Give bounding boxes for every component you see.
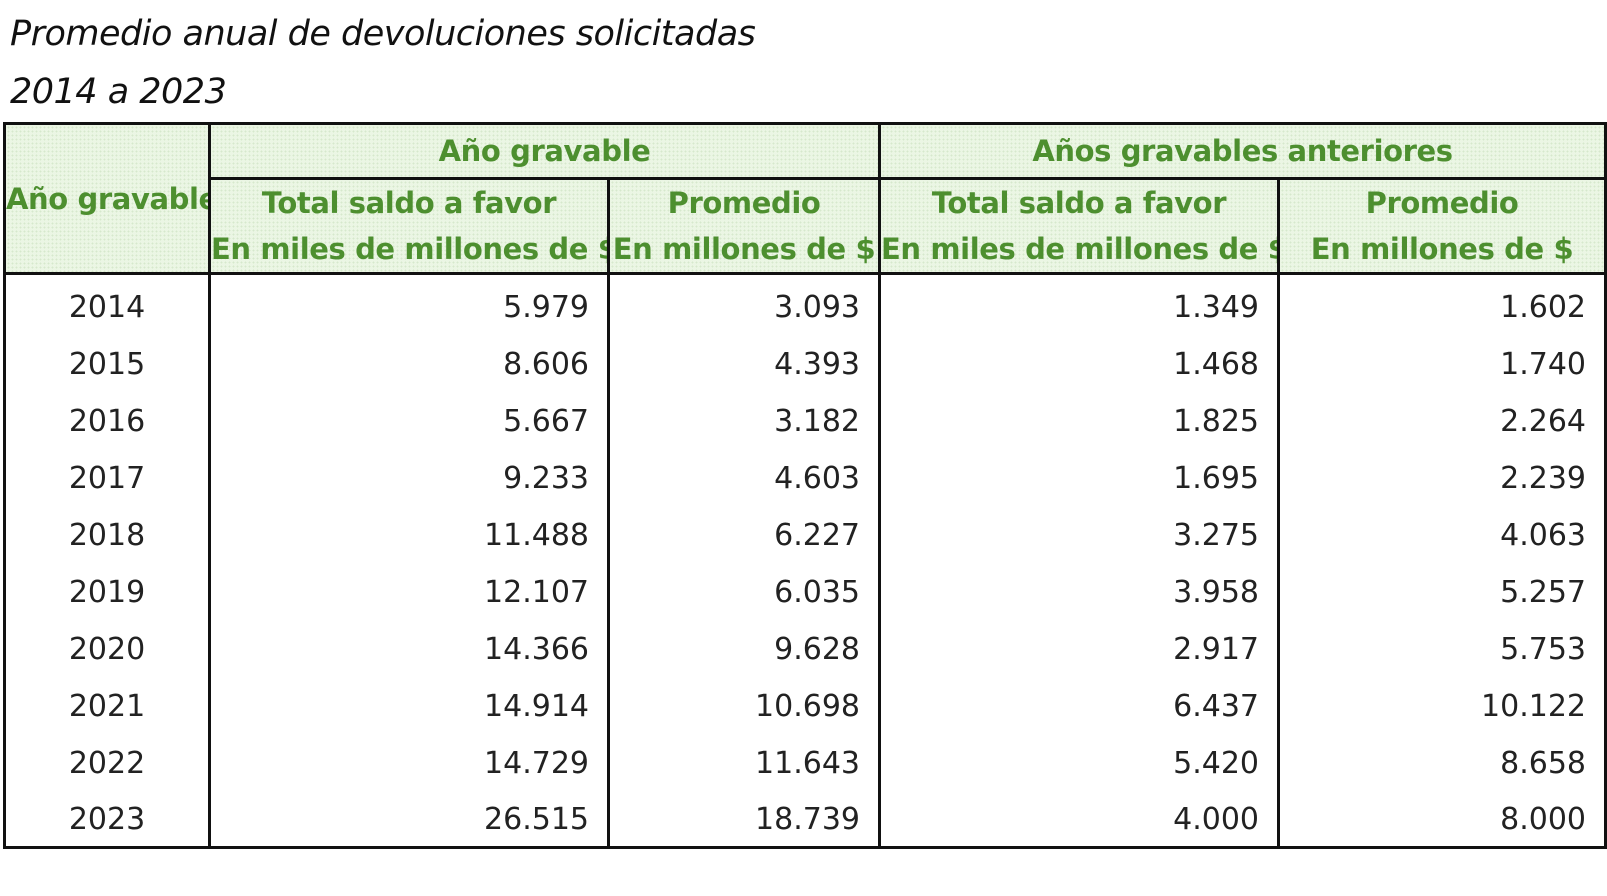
header-average-previous: Promedio En millones de $	[1277, 177, 1607, 275]
table-row: 2016 5.667 3.182 1.825 2.264	[3, 393, 1607, 450]
cell-total-previous: 2.917	[878, 621, 1280, 678]
header-total-previous-label: Total saldo a favor	[931, 186, 1227, 220]
table-row: 2018 11.488 6.227 3.275 4.063	[3, 507, 1607, 564]
table-row: 2014 5.979 3.093 1.349 1.602	[3, 273, 1607, 336]
table-row: 2021 14.914 10.698 6.437 10.122	[3, 678, 1607, 735]
cell-total-current: 5.667	[208, 393, 610, 450]
cell-year: 2016	[3, 393, 211, 450]
cell-average-current: 18.739	[607, 792, 881, 849]
header-group-previous-years: Años gravables anteriores	[878, 122, 1607, 180]
cell-average-current: 9.628	[607, 621, 881, 678]
cell-year: 2014	[3, 273, 211, 336]
table-row: 2019 12.107 6.035 3.958 5.257	[3, 564, 1607, 621]
header-average-current-label: Promedio	[667, 186, 821, 220]
header-group-current-year: Año gravable	[208, 122, 881, 180]
cell-average-previous: 1.740	[1277, 336, 1607, 393]
cell-average-previous: 8.658	[1277, 735, 1607, 792]
cell-average-previous: 2.239	[1277, 450, 1607, 507]
cell-average-previous: 10.122	[1277, 678, 1607, 735]
cell-total-current: 5.979	[208, 273, 610, 336]
table-title: Promedio anual de devoluciones solicitad…	[10, 14, 756, 54]
table-row: 2020 14.366 9.628 2.917 5.753	[3, 621, 1607, 678]
header-average-previous-unit: En millones de $	[1310, 232, 1574, 266]
cell-average-current: 10.698	[607, 678, 881, 735]
cell-average-previous: 4.063	[1277, 507, 1607, 564]
cell-total-previous: 1.825	[878, 393, 1280, 450]
cell-year: 2018	[3, 507, 211, 564]
cell-total-previous: 1.695	[878, 450, 1280, 507]
cell-total-previous: 3.275	[878, 507, 1280, 564]
cell-total-previous: 1.349	[878, 273, 1280, 336]
cell-average-current: 4.603	[607, 450, 881, 507]
cell-total-previous: 5.420	[878, 735, 1280, 792]
cell-year: 2022	[3, 735, 211, 792]
cell-average-previous: 8.000	[1277, 792, 1607, 849]
returns-table: Año gravable Año gravable Años gravables…	[3, 122, 1607, 849]
cell-total-previous: 4.000	[878, 792, 1280, 849]
table-row: 2017 9.233 4.603 1.695 2.239	[3, 450, 1607, 507]
table-subtitle: 2014 a 2023	[10, 72, 227, 112]
cell-average-previous: 5.257	[1277, 564, 1607, 621]
cell-year: 2020	[3, 621, 211, 678]
table-row: 2022 14.729 11.643 5.420 8.658	[3, 735, 1607, 792]
table-row: 2023 26.515 18.739 4.000 8.000	[3, 792, 1607, 849]
header-total-current-label: Total saldo a favor	[261, 186, 557, 220]
header-average-current-unit: En millones de $	[612, 232, 876, 266]
cell-total-current: 8.606	[208, 336, 610, 393]
header-year: Año gravable	[3, 122, 211, 275]
header-total-previous: Total saldo a favor En miles de millones…	[878, 177, 1280, 275]
header-average-current: Promedio En millones de $	[607, 177, 881, 275]
cell-average-current: 3.182	[607, 393, 881, 450]
cell-year: 2017	[3, 450, 211, 507]
cell-total-current: 14.914	[208, 678, 610, 735]
cell-average-previous: 5.753	[1277, 621, 1607, 678]
header-total-current: Total saldo a favor En miles de millones…	[208, 177, 610, 275]
cell-total-current: 9.233	[208, 450, 610, 507]
cell-total-current: 12.107	[208, 564, 610, 621]
cell-total-previous: 3.958	[878, 564, 1280, 621]
cell-average-previous: 1.602	[1277, 273, 1607, 336]
cell-total-current: 14.366	[208, 621, 610, 678]
cell-total-current: 14.729	[208, 735, 610, 792]
cell-year: 2019	[3, 564, 211, 621]
table-row: 2015 8.606 4.393 1.468 1.740	[3, 336, 1607, 393]
cell-average-current: 11.643	[607, 735, 881, 792]
header-total-previous-unit: En miles de millones de $	[881, 232, 1279, 266]
header-total-current-unit: En miles de millones de $	[211, 232, 609, 266]
cell-average-current: 6.035	[607, 564, 881, 621]
cell-year: 2021	[3, 678, 211, 735]
cell-average-previous: 2.264	[1277, 393, 1607, 450]
cell-total-previous: 1.468	[878, 336, 1280, 393]
cell-average-current: 3.093	[607, 273, 881, 336]
cell-total-current: 26.515	[208, 792, 610, 849]
cell-year: 2015	[3, 336, 211, 393]
cell-total-current: 11.488	[208, 507, 610, 564]
cell-year: 2023	[3, 792, 211, 849]
cell-average-current: 4.393	[607, 336, 881, 393]
cell-total-previous: 6.437	[878, 678, 1280, 735]
header-average-previous-label: Promedio	[1365, 186, 1519, 220]
cell-average-current: 6.227	[607, 507, 881, 564]
